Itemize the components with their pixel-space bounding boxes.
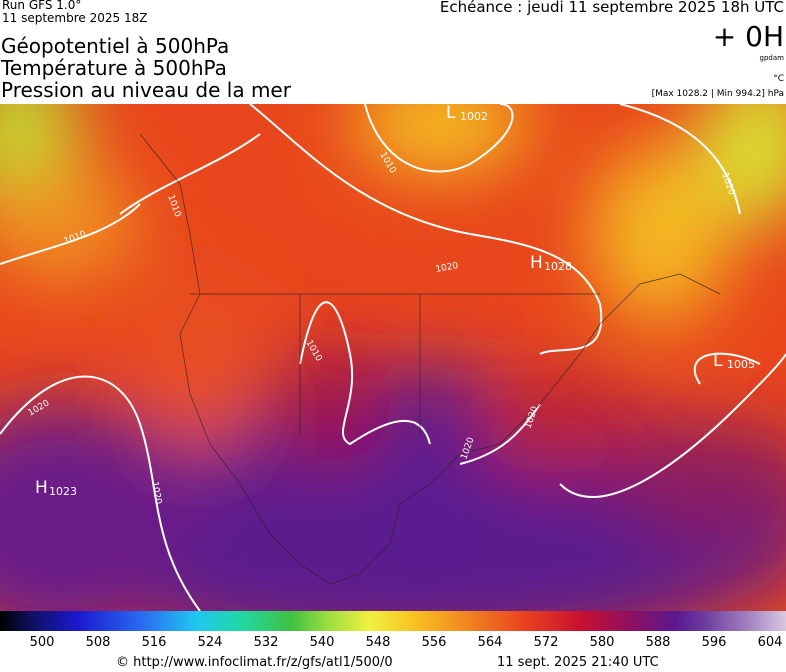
- pressure-range: [Max 1028.2 | Min 994.2] hPa: [651, 89, 784, 99]
- color-scale-tick: 580: [589, 635, 615, 650]
- color-scale-tick: 604: [757, 635, 783, 650]
- pressure-center-value: 1005: [727, 358, 755, 371]
- title: Température à 500hPa: [1, 56, 227, 80]
- isobar-label: 1020: [149, 481, 163, 506]
- source: © http://www.infoclimat.fr/z/gfs/atl1/50…: [116, 655, 393, 670]
- color-scale-tick: 532: [253, 635, 279, 650]
- color-scale: [0, 611, 786, 631]
- color-scale-tick: 564: [477, 635, 503, 650]
- pressure-center-value: 1023: [49, 485, 77, 498]
- color-scale-tick: 596: [701, 635, 727, 650]
- isobar-label: 1020: [435, 261, 460, 275]
- title: Géopotentiel à 500hPa: [1, 34, 230, 58]
- lead-time: + 0H: [712, 20, 784, 53]
- unit-geopotential: gpdam: [759, 54, 784, 62]
- run-date: 11 septembre 2025 18Z: [2, 11, 148, 25]
- color-scale-tick: 548: [365, 635, 391, 650]
- run-label: Run GFS 1.0°: [2, 0, 82, 12]
- color-scale-tick: 556: [421, 635, 447, 650]
- generated-time: 11 sept. 2025 21:40 UTC: [497, 655, 659, 670]
- color-scale-tick: 540: [309, 635, 335, 650]
- pressure-center-symbol: H: [530, 253, 543, 273]
- valid-time: Echéance : jeudi 11 septembre 2025 18h U…: [439, 0, 784, 16]
- pressure-center-value: 1002: [460, 110, 488, 123]
- color-scale-tick: 508: [85, 635, 111, 650]
- color-scale-tick: 588: [645, 635, 671, 650]
- color-scale-tick: 500: [29, 635, 55, 650]
- title: Pression au niveau de la mer: [1, 78, 291, 102]
- pressure-center-value: 1028: [544, 260, 572, 273]
- color-scale-tick: 516: [141, 635, 167, 650]
- pressure-center-symbol: H: [35, 478, 48, 498]
- pressure-center-symbol: L: [713, 351, 723, 371]
- pressure-center-symbol: L: [446, 104, 456, 123]
- color-scale-tick: 572: [533, 635, 559, 650]
- unit-temperature: °C: [773, 74, 784, 84]
- color-scale-tick: 524: [197, 635, 223, 650]
